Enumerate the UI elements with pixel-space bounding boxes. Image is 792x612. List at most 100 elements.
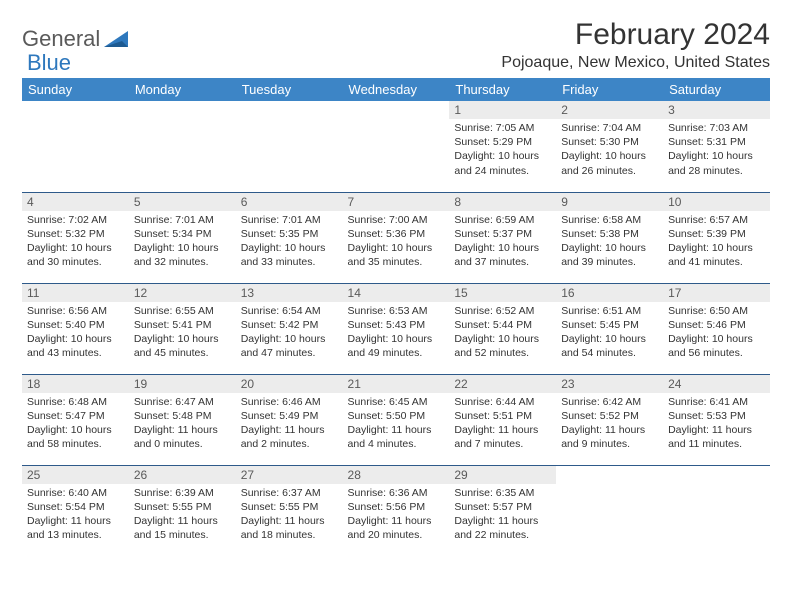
day-number: 18 [22, 375, 129, 393]
day-number [129, 101, 236, 119]
calendar-cell [343, 101, 450, 192]
sunrise-text: Sunrise: 6:45 AM [348, 395, 445, 409]
sunset-text: Sunset: 5:56 PM [348, 500, 445, 514]
sunset-text: Sunset: 5:50 PM [348, 409, 445, 423]
day-details: Sunrise: 6:56 AMSunset: 5:40 PMDaylight:… [22, 302, 129, 365]
day-details: Sunrise: 6:36 AMSunset: 5:56 PMDaylight:… [343, 484, 450, 547]
sunrise-text: Sunrise: 6:53 AM [348, 304, 445, 318]
sunset-text: Sunset: 5:57 PM [454, 500, 551, 514]
day-details: Sunrise: 7:05 AMSunset: 5:29 PMDaylight:… [449, 119, 556, 182]
daylight-text: Daylight: 10 hours and 26 minutes. [561, 149, 658, 177]
sunrise-text: Sunrise: 7:01 AM [134, 213, 231, 227]
weekday-wednesday: Wednesday [343, 78, 450, 101]
sunrise-text: Sunrise: 6:56 AM [27, 304, 124, 318]
sunset-text: Sunset: 5:55 PM [134, 500, 231, 514]
sunrise-text: Sunrise: 7:00 AM [348, 213, 445, 227]
day-number: 8 [449, 193, 556, 211]
day-details: Sunrise: 6:47 AMSunset: 5:48 PMDaylight:… [129, 393, 236, 456]
calendar-cell: 14Sunrise: 6:53 AMSunset: 5:43 PMDayligh… [343, 283, 450, 374]
day-number: 26 [129, 466, 236, 484]
sunset-text: Sunset: 5:35 PM [241, 227, 338, 241]
day-number: 9 [556, 193, 663, 211]
sunset-text: Sunset: 5:41 PM [134, 318, 231, 332]
daylight-text: Daylight: 10 hours and 33 minutes. [241, 241, 338, 269]
daylight-text: Daylight: 11 hours and 15 minutes. [134, 514, 231, 542]
brand-logo: General [22, 18, 130, 52]
day-details: Sunrise: 6:53 AMSunset: 5:43 PMDaylight:… [343, 302, 450, 365]
sunrise-text: Sunrise: 6:48 AM [27, 395, 124, 409]
page-header: General February 2024 Pojoaque, New Mexi… [22, 18, 770, 72]
calendar-cell [556, 465, 663, 556]
daylight-text: Daylight: 11 hours and 18 minutes. [241, 514, 338, 542]
calendar-cell: 29Sunrise: 6:35 AMSunset: 5:57 PMDayligh… [449, 465, 556, 556]
weekday-thursday: Thursday [449, 78, 556, 101]
daylight-text: Daylight: 11 hours and 4 minutes. [348, 423, 445, 451]
day-number: 4 [22, 193, 129, 211]
day-number [556, 466, 663, 484]
daylight-text: Daylight: 10 hours and 39 minutes. [561, 241, 658, 269]
daylight-text: Daylight: 11 hours and 11 minutes. [668, 423, 765, 451]
calendar-cell: 28Sunrise: 6:36 AMSunset: 5:56 PMDayligh… [343, 465, 450, 556]
daylight-text: Daylight: 11 hours and 9 minutes. [561, 423, 658, 451]
daylight-text: Daylight: 11 hours and 7 minutes. [454, 423, 551, 451]
day-details: Sunrise: 6:52 AMSunset: 5:44 PMDaylight:… [449, 302, 556, 365]
day-details: Sunrise: 6:35 AMSunset: 5:57 PMDaylight:… [449, 484, 556, 547]
sunrise-text: Sunrise: 6:57 AM [668, 213, 765, 227]
day-details: Sunrise: 6:54 AMSunset: 5:42 PMDaylight:… [236, 302, 343, 365]
sunrise-text: Sunrise: 6:50 AM [668, 304, 765, 318]
weekday-saturday: Saturday [663, 78, 770, 101]
day-details: Sunrise: 6:51 AMSunset: 5:45 PMDaylight:… [556, 302, 663, 365]
calendar-table: SundayMondayTuesdayWednesdayThursdayFrid… [22, 78, 770, 556]
daylight-text: Daylight: 11 hours and 13 minutes. [27, 514, 124, 542]
sunset-text: Sunset: 5:32 PM [27, 227, 124, 241]
sunrise-text: Sunrise: 6:41 AM [668, 395, 765, 409]
calendar-cell: 8Sunrise: 6:59 AMSunset: 5:37 PMDaylight… [449, 192, 556, 283]
day-details: Sunrise: 6:45 AMSunset: 5:50 PMDaylight:… [343, 393, 450, 456]
daylight-text: Daylight: 11 hours and 2 minutes. [241, 423, 338, 451]
sunset-text: Sunset: 5:43 PM [348, 318, 445, 332]
calendar-cell: 25Sunrise: 6:40 AMSunset: 5:54 PMDayligh… [22, 465, 129, 556]
daylight-text: Daylight: 10 hours and 58 minutes. [27, 423, 124, 451]
daylight-text: Daylight: 10 hours and 56 minutes. [668, 332, 765, 360]
day-details: Sunrise: 6:58 AMSunset: 5:38 PMDaylight:… [556, 211, 663, 274]
sunrise-text: Sunrise: 6:47 AM [134, 395, 231, 409]
day-number: 22 [449, 375, 556, 393]
day-number: 21 [343, 375, 450, 393]
calendar-cell: 6Sunrise: 7:01 AMSunset: 5:35 PMDaylight… [236, 192, 343, 283]
day-details: Sunrise: 6:40 AMSunset: 5:54 PMDaylight:… [22, 484, 129, 547]
day-details: Sunrise: 7:04 AMSunset: 5:30 PMDaylight:… [556, 119, 663, 182]
sunrise-text: Sunrise: 6:55 AM [134, 304, 231, 318]
sunrise-text: Sunrise: 6:42 AM [561, 395, 658, 409]
sunset-text: Sunset: 5:47 PM [27, 409, 124, 423]
calendar-cell: 20Sunrise: 6:46 AMSunset: 5:49 PMDayligh… [236, 374, 343, 465]
day-number: 16 [556, 284, 663, 302]
calendar-cell [129, 101, 236, 192]
sunset-text: Sunset: 5:38 PM [561, 227, 658, 241]
sunrise-text: Sunrise: 7:02 AM [27, 213, 124, 227]
calendar-cell: 19Sunrise: 6:47 AMSunset: 5:48 PMDayligh… [129, 374, 236, 465]
calendar-cell: 16Sunrise: 6:51 AMSunset: 5:45 PMDayligh… [556, 283, 663, 374]
day-details: Sunrise: 7:01 AMSunset: 5:35 PMDaylight:… [236, 211, 343, 274]
daylight-text: Daylight: 10 hours and 45 minutes. [134, 332, 231, 360]
brand-part1: General [22, 26, 100, 52]
sunrise-text: Sunrise: 6:46 AM [241, 395, 338, 409]
daylight-text: Daylight: 10 hours and 54 minutes. [561, 332, 658, 360]
day-number [663, 466, 770, 484]
sunset-text: Sunset: 5:44 PM [454, 318, 551, 332]
sunrise-text: Sunrise: 6:54 AM [241, 304, 338, 318]
calendar-cell: 21Sunrise: 6:45 AMSunset: 5:50 PMDayligh… [343, 374, 450, 465]
day-number: 25 [22, 466, 129, 484]
sunrise-text: Sunrise: 6:51 AM [561, 304, 658, 318]
day-number: 24 [663, 375, 770, 393]
day-number: 13 [236, 284, 343, 302]
calendar-cell: 17Sunrise: 6:50 AMSunset: 5:46 PMDayligh… [663, 283, 770, 374]
sunset-text: Sunset: 5:36 PM [348, 227, 445, 241]
day-number: 6 [236, 193, 343, 211]
day-number: 15 [449, 284, 556, 302]
daylight-text: Daylight: 10 hours and 28 minutes. [668, 149, 765, 177]
day-number: 19 [129, 375, 236, 393]
calendar-cell: 10Sunrise: 6:57 AMSunset: 5:39 PMDayligh… [663, 192, 770, 283]
day-details: Sunrise: 6:42 AMSunset: 5:52 PMDaylight:… [556, 393, 663, 456]
sunset-text: Sunset: 5:40 PM [27, 318, 124, 332]
sunrise-text: Sunrise: 6:39 AM [134, 486, 231, 500]
